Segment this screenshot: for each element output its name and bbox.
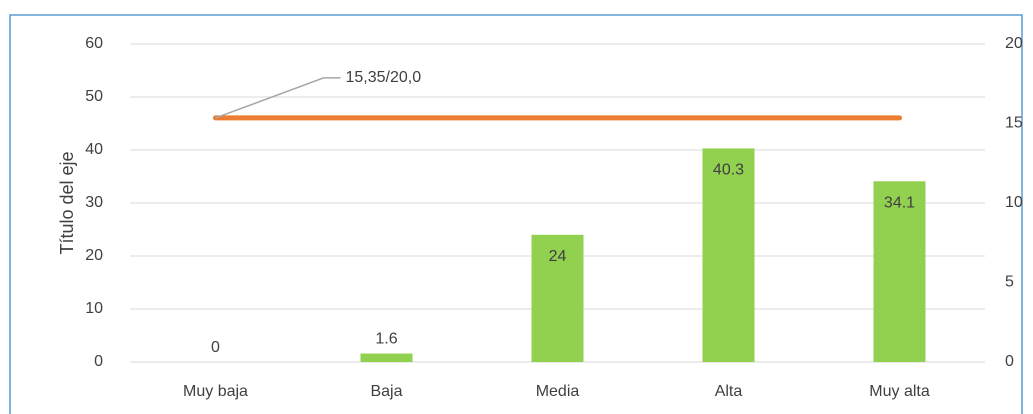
data-label: 34.1 [884, 194, 915, 211]
x-tick-label: Muy alta [869, 383, 930, 400]
y-tick-label: 0 [94, 353, 103, 370]
y2-tick-label: 15 [1005, 115, 1023, 132]
chart-frame [9, 14, 1023, 414]
annotation-leader [215, 77, 341, 119]
data-label: 0 [211, 339, 220, 356]
bar [873, 181, 926, 362]
x-tick-label: Muy baja [183, 383, 248, 400]
y-tick-label: 30 [85, 194, 103, 211]
y-tick-label: 60 [85, 35, 103, 52]
y2-tick-label: 10 [1005, 194, 1023, 211]
y-tick-label: 10 [85, 300, 103, 317]
y2-tick-label: 0 [1005, 353, 1014, 370]
data-label: 1.6 [375, 331, 397, 348]
x-tick-label: Media [536, 383, 580, 400]
x-tick-label: Alta [715, 383, 743, 400]
bar [702, 148, 755, 362]
y-tick-label: 20 [85, 247, 103, 264]
annotation: 15,35/20,0 [346, 69, 422, 86]
y2-tick-label: 20 [1005, 35, 1023, 52]
x-tick-label: Baja [370, 383, 402, 400]
y-tick-label: 40 [85, 141, 103, 158]
data-label: 40.3 [713, 162, 744, 179]
y-axis-title: Título del eje [57, 151, 77, 254]
y-tick-label: 50 [85, 88, 103, 105]
data-label: 24 [549, 248, 567, 265]
bar [360, 353, 413, 362]
bar [531, 234, 584, 362]
y2-tick-label: 5 [1005, 274, 1014, 291]
